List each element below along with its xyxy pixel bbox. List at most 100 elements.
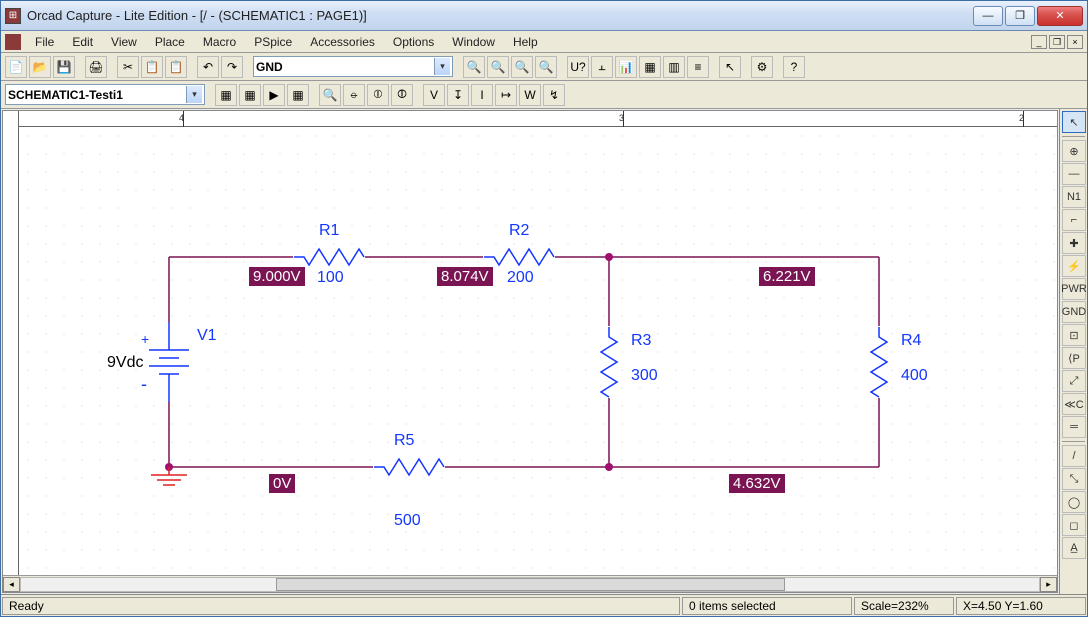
palette-0[interactable]: ↖ [1062, 111, 1086, 133]
palette-9[interactable]: ⊡ [1062, 324, 1086, 346]
menu-accessories[interactable]: Accessories [302, 33, 383, 51]
canvas-frame: 432 +- V19VdcR1100R2200R3300R4400R55009.… [2, 110, 1058, 593]
tb1r-7[interactable]: 📊 [615, 56, 637, 78]
tb1r-3[interactable]: 🔍 [535, 56, 557, 78]
mdi-min[interactable]: _ [1031, 35, 1047, 49]
tb1r-14[interactable]: ⚙ [751, 56, 773, 78]
minimize-button[interactable]: — [973, 6, 1003, 26]
tb1r-1[interactable]: 🔍 [487, 56, 509, 78]
schematic-canvas[interactable]: +- V19VdcR1100R2200R3300R4400R55009.000V… [19, 127, 1057, 575]
tb1-2[interactable]: 💾 [53, 56, 75, 78]
voltage-tag[interactable]: 6.221V [759, 267, 815, 286]
palette-4[interactable]: ⌐ [1062, 209, 1086, 231]
value-R3[interactable]: 300 [631, 367, 658, 385]
tb1-0[interactable]: 📄 [5, 56, 27, 78]
scroll-left[interactable]: ◂ [3, 577, 20, 592]
value-V1[interactable]: 9Vdc [107, 354, 143, 372]
menu-window[interactable]: Window [444, 33, 503, 51]
menu-macro[interactable]: Macro [195, 33, 244, 51]
scroll-thumb[interactable] [276, 578, 785, 591]
tb2-5[interactable]: 🔍 [319, 84, 341, 106]
scroll-track[interactable] [20, 577, 1040, 592]
tb2-6[interactable]: ⦵ [343, 84, 365, 106]
schematic-combo[interactable]: SCHEMATIC1-Testi1 ▾ [5, 84, 205, 105]
palette-11[interactable]: ⤢ [1062, 370, 1086, 392]
status-coords: X=4.50 Y=1.60 [956, 597, 1086, 615]
tb2-7[interactable]: ⦶ [367, 84, 389, 106]
tb1-10[interactable]: ↶ [197, 56, 219, 78]
refdes-R4[interactable]: R4 [901, 332, 921, 350]
tb2-8[interactable]: ⦷ [391, 84, 413, 106]
tb2-13[interactable]: ↦ [495, 84, 517, 106]
palette-2[interactable]: — [1062, 163, 1086, 185]
tb1-4[interactable]: 🖨 [85, 56, 107, 78]
svg-text:-: - [141, 374, 147, 394]
tb2-2[interactable]: ▶ [263, 84, 285, 106]
palette-7[interactable]: PWR [1062, 278, 1086, 300]
palette-18[interactable]: A̲ [1062, 537, 1086, 559]
tb1r-0[interactable]: 🔍 [463, 56, 485, 78]
menu-pspice[interactable]: PSpice [246, 33, 300, 51]
tb1-11[interactable]: ↷ [221, 56, 243, 78]
refdes-V1[interactable]: V1 [197, 327, 217, 345]
scroll-right[interactable]: ▸ [1040, 577, 1057, 592]
palette-3[interactable]: N1 [1062, 186, 1086, 208]
maximize-button[interactable]: ❐ [1005, 6, 1035, 26]
palette-10[interactable]: ⟨P [1062, 347, 1086, 369]
palette-15[interactable]: ⤡ [1062, 468, 1086, 490]
tb1r-10[interactable]: ≡ [687, 56, 709, 78]
tb1r-8[interactable]: ▦ [639, 56, 661, 78]
palette-14[interactable]: / [1062, 445, 1086, 467]
tb1r-9[interactable]: ▥ [663, 56, 685, 78]
tb1r-12[interactable]: ↖ [719, 56, 741, 78]
value-R4[interactable]: 400 [901, 367, 928, 385]
palette-17[interactable]: ◻ [1062, 514, 1086, 536]
tb2-11[interactable]: ↧ [447, 84, 469, 106]
palette-5[interactable]: ✚ [1062, 232, 1086, 254]
refdes-R3[interactable]: R3 [631, 332, 651, 350]
menu-help[interactable]: Help [505, 33, 546, 51]
tb1r-2[interactable]: 🔍 [511, 56, 533, 78]
voltage-tag[interactable]: 0V [269, 474, 295, 493]
tb1-6[interactable]: ✂ [117, 56, 139, 78]
tb1-1[interactable]: 📂 [29, 56, 51, 78]
voltage-tag[interactable]: 4.632V [729, 474, 785, 493]
tb2-12[interactable]: I [471, 84, 493, 106]
palette-1[interactable]: ⊕ [1062, 140, 1086, 162]
ruler-h: 432 [3, 111, 1057, 127]
close-button[interactable]: ✕ [1037, 6, 1083, 26]
tb2-15[interactable]: ↯ [543, 84, 565, 106]
tb2-14[interactable]: W [519, 84, 541, 106]
value-R5[interactable]: 500 [394, 512, 421, 530]
menu-view[interactable]: View [103, 33, 145, 51]
palette-16[interactable]: ◯ [1062, 491, 1086, 513]
refdes-R5[interactable]: R5 [394, 432, 414, 450]
palette-13[interactable]: ═ [1062, 416, 1086, 438]
palette-12[interactable]: ≪C [1062, 393, 1086, 415]
refdes-R1[interactable]: R1 [319, 222, 339, 240]
tb1r-5[interactable]: U? [567, 56, 589, 78]
mdi-close[interactable]: × [1067, 35, 1083, 49]
tb2-0[interactable]: ▦ [215, 84, 237, 106]
tb1r-16[interactable]: ? [783, 56, 805, 78]
mdi-restore[interactable]: ❐ [1049, 35, 1065, 49]
value-R1[interactable]: 100 [317, 269, 344, 287]
tb2-10[interactable]: V [423, 84, 445, 106]
net-combo[interactable]: GND ▾ [253, 56, 453, 77]
tb1-8[interactable]: 📋 [165, 56, 187, 78]
menu-options[interactable]: Options [385, 33, 442, 51]
tb2-1[interactable]: ▦ [239, 84, 261, 106]
voltage-tag[interactable]: 9.000V [249, 267, 305, 286]
menu-edit[interactable]: Edit [64, 33, 101, 51]
h-scrollbar[interactable]: ◂ ▸ [3, 575, 1057, 592]
tb2-3[interactable]: ▦ [287, 84, 309, 106]
menu-file[interactable]: File [27, 33, 62, 51]
menu-place[interactable]: Place [147, 33, 193, 51]
refdes-R2[interactable]: R2 [509, 222, 529, 240]
voltage-tag[interactable]: 8.074V [437, 267, 493, 286]
palette-6[interactable]: ⚡ [1062, 255, 1086, 277]
palette-8[interactable]: GND [1062, 301, 1086, 323]
tb1-7[interactable]: 📋 [141, 56, 163, 78]
tb1r-6[interactable]: ⫠ [591, 56, 613, 78]
value-R2[interactable]: 200 [507, 269, 534, 287]
